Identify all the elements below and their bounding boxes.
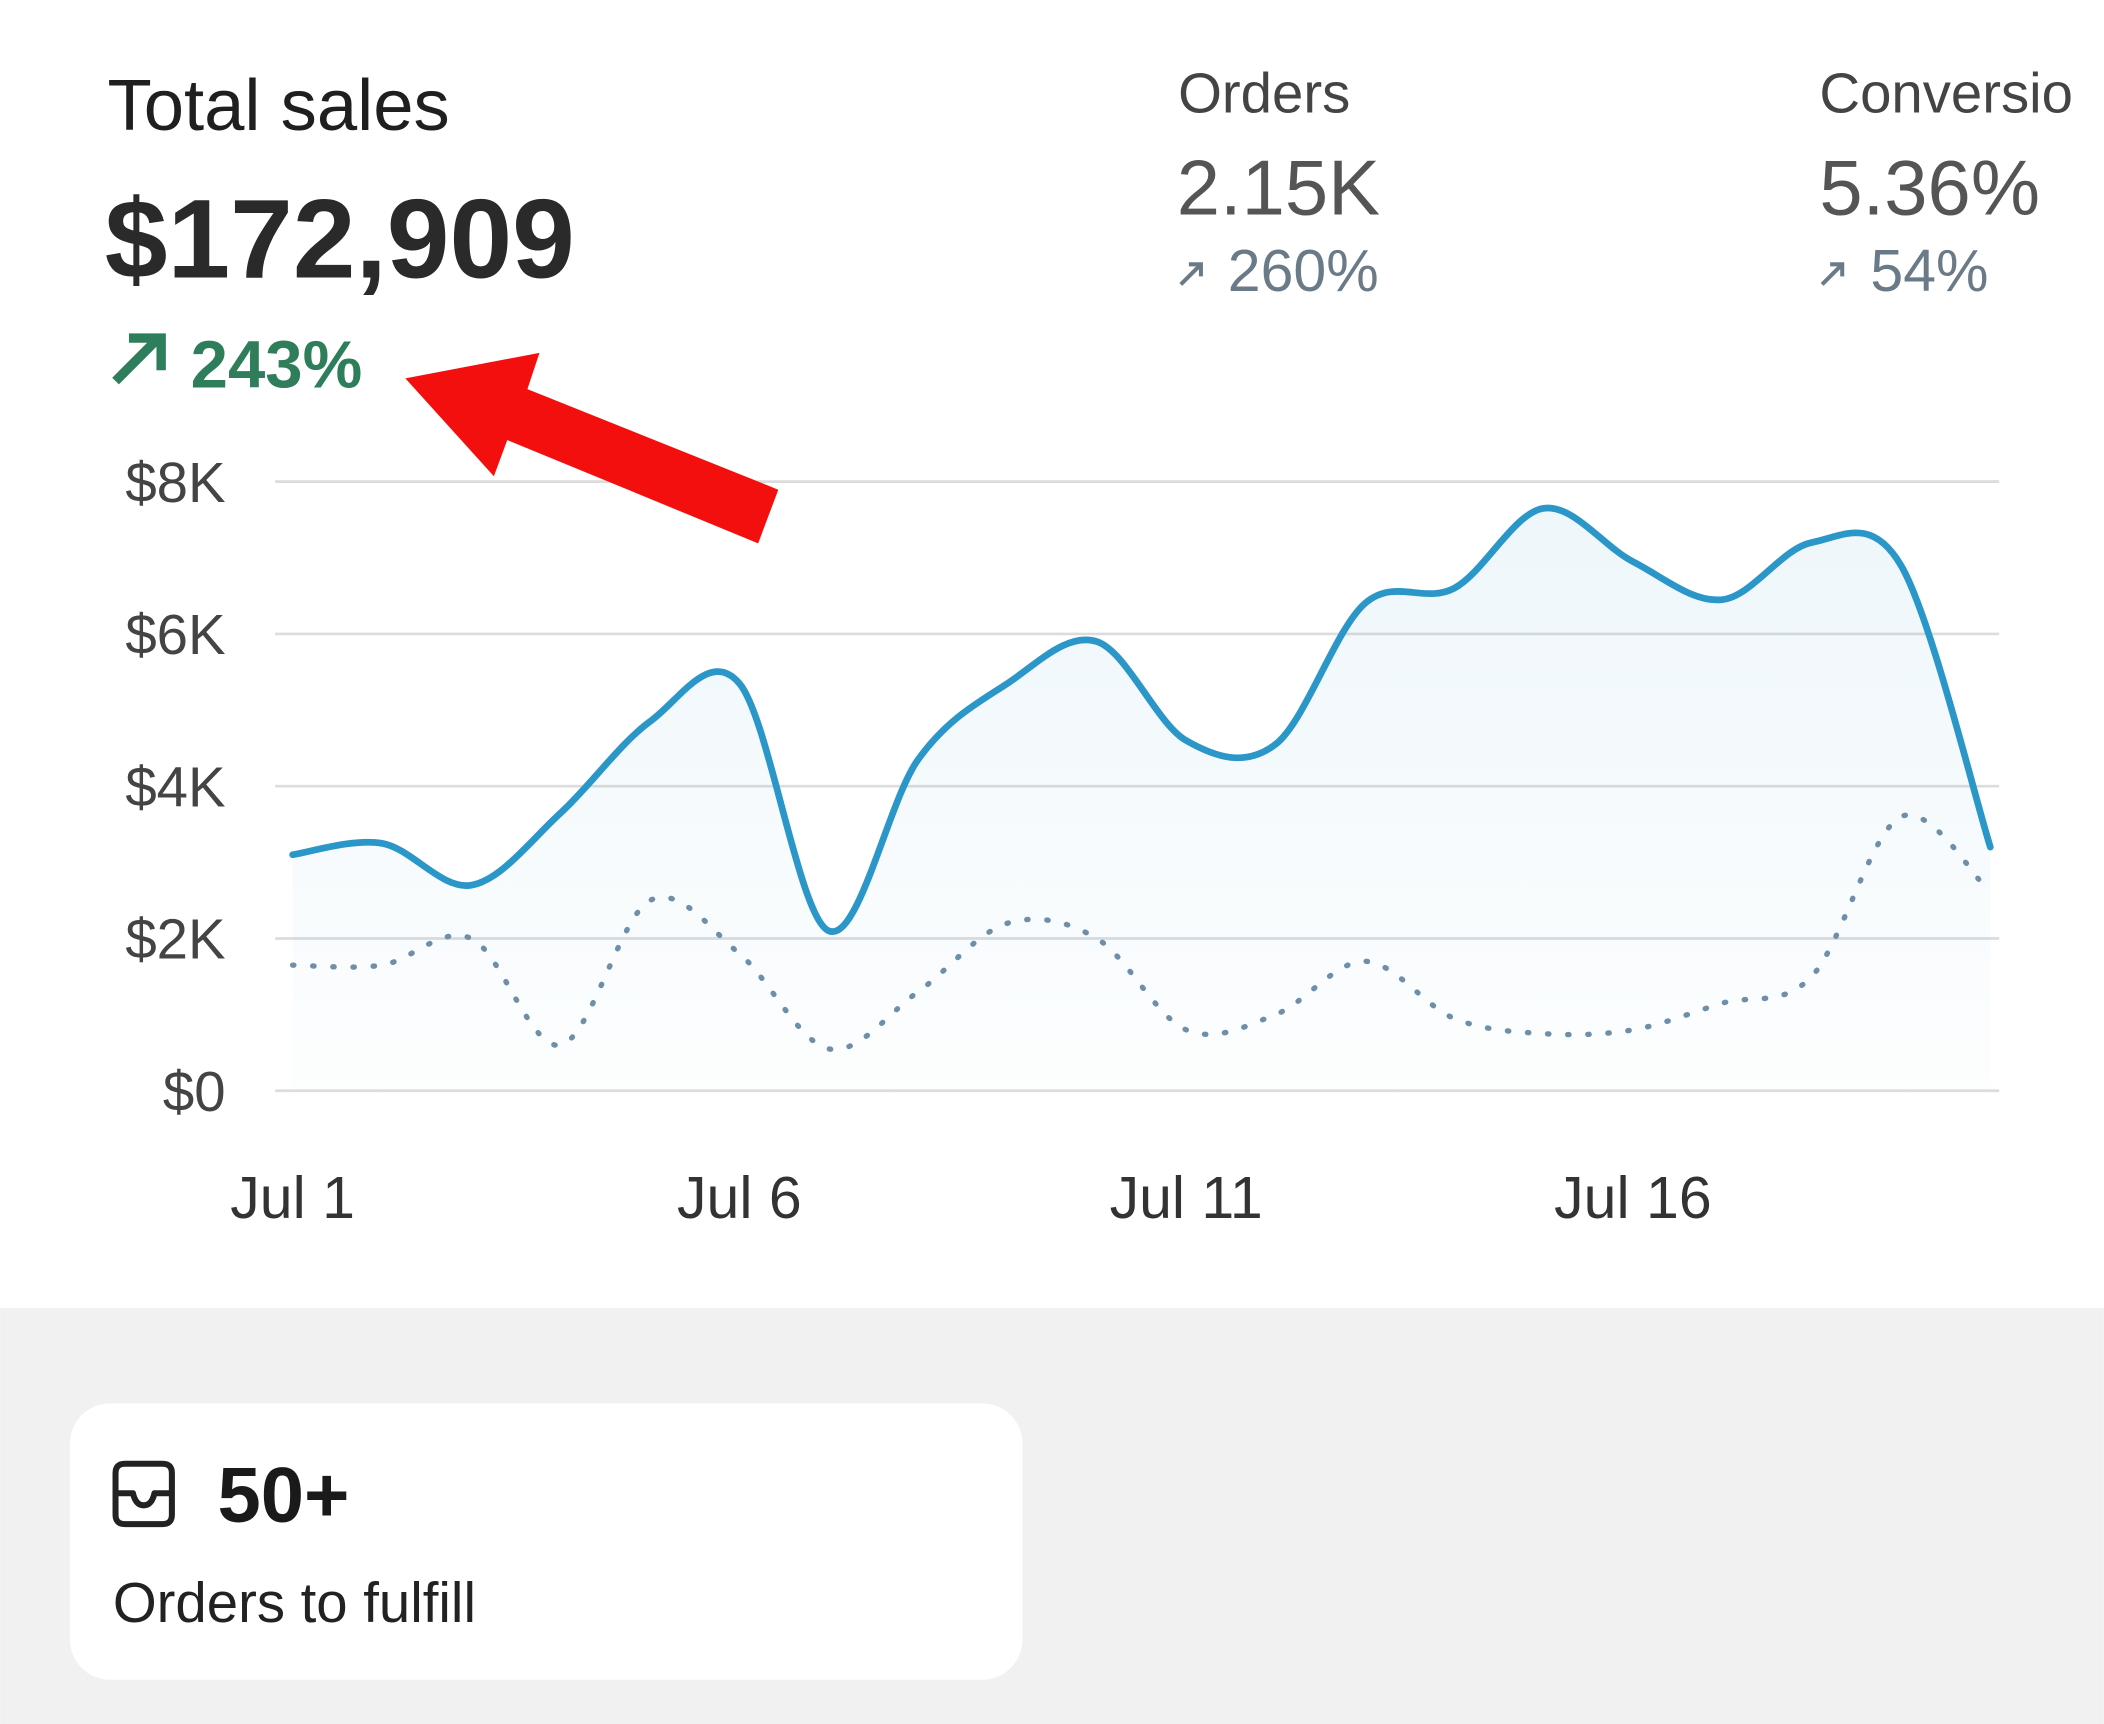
metric-change: 260% — [1228, 238, 1379, 304]
y-tick-label: $4K — [125, 755, 225, 818]
y-tick-label: $2K — [125, 908, 225, 971]
series-area — [292, 507, 1991, 1091]
metric-value: 2.15K — [1177, 146, 1380, 232]
x-tick-label: Jul 1 — [230, 1165, 355, 1231]
sales-title: Total sales — [107, 65, 449, 146]
metric-label: Orders — [1178, 62, 1350, 125]
sales-chart: $0 $2K $4K $6K $8K Jul 1 Jul 6 Jul 11 Jul 16 — [125, 451, 2000, 1231]
x-tick-label: Jul 6 — [677, 1165, 802, 1231]
up-arrow-icon — [1179, 262, 1203, 286]
card-value: 50+ — [218, 1452, 350, 1538]
annotation-arrow — [405, 352, 779, 544]
y-tick-label: $8K — [125, 451, 225, 514]
x-tick-label: Jul 11 — [1110, 1165, 1263, 1231]
up-arrow-icon — [1820, 262, 1845, 286]
metric-label: Conversio — [1819, 62, 2073, 125]
sales-change: 243% — [191, 328, 363, 403]
y-tick-label: $0 — [163, 1060, 226, 1123]
x-tick-label: Jul 16 — [1554, 1165, 1711, 1231]
series-line — [289, 812, 1994, 1053]
card-label: Orders to fulfill — [113, 1571, 476, 1634]
metric-change: 54% — [1870, 238, 1988, 304]
series-line — [289, 504, 1994, 935]
inbox-icon — [112, 1460, 175, 1528]
metric-value: 5.36% — [1819, 146, 2040, 232]
y-tick-label: $6K — [125, 603, 225, 666]
sales-value: $172,909 — [105, 176, 575, 302]
fulfill-card[interactable] — [69, 1403, 1023, 1680]
up-arrow-icon — [112, 333, 166, 385]
